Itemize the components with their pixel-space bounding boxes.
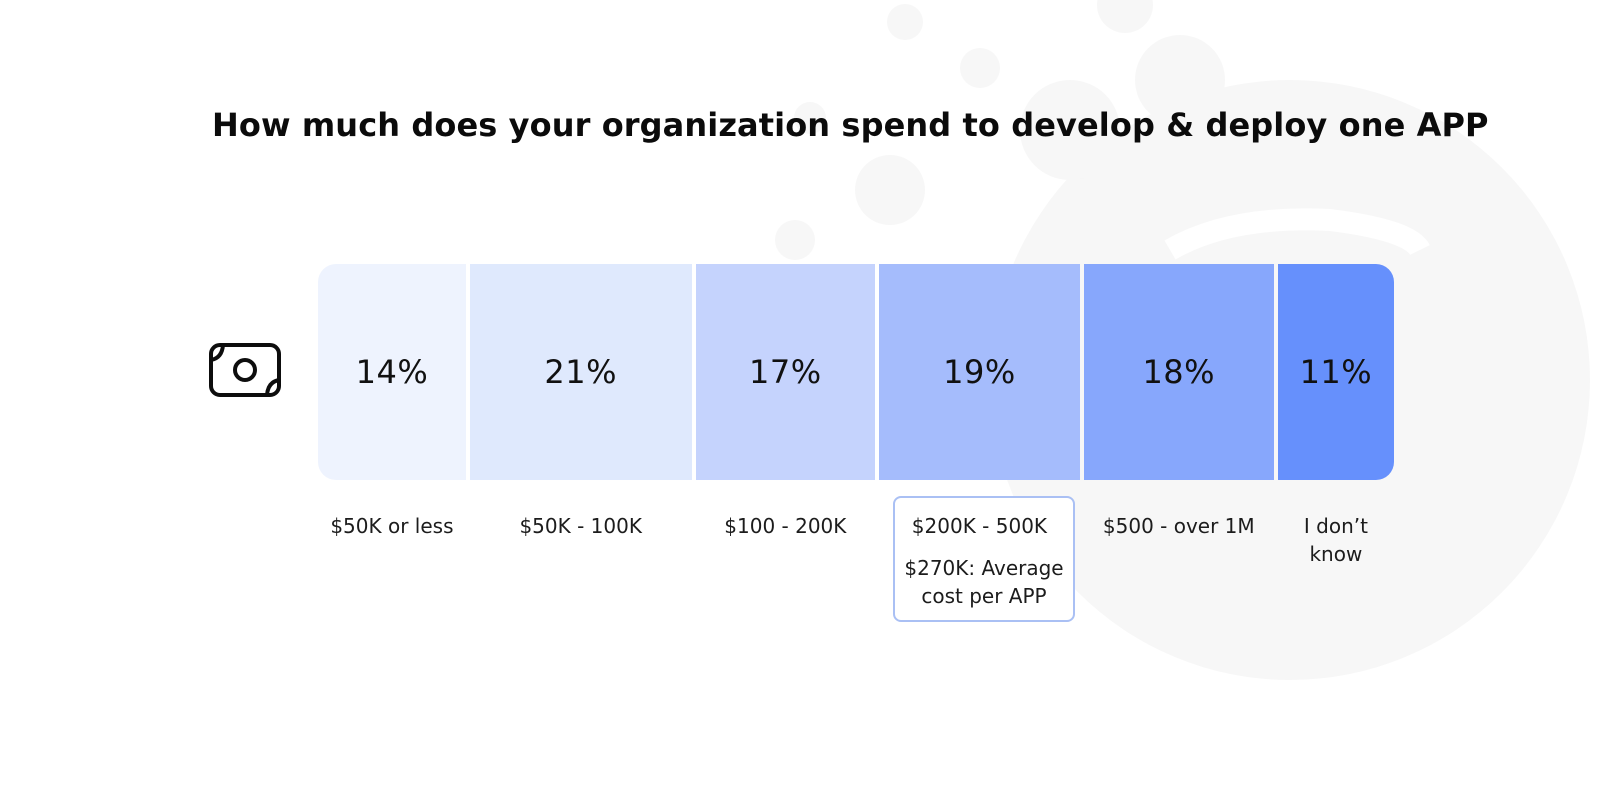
- category-label: $100 - 200K: [724, 514, 847, 538]
- bar-segment: 21%: [469, 264, 692, 480]
- bar-segment: 17%: [695, 264, 876, 480]
- bar-segment: 18%: [1083, 264, 1274, 480]
- bar-segment: 19%: [879, 264, 1080, 480]
- category-label: I don’t know: [1303, 514, 1368, 566]
- bar-segment: 14%: [318, 264, 466, 480]
- category-label: $50K or less: [330, 514, 454, 538]
- category-label: $50K - 100K: [519, 514, 642, 538]
- category-label: $500 - over 1M: [1102, 514, 1255, 538]
- average-cost-highlight: [893, 496, 1075, 622]
- average-cost-annotation: $270K: Average cost per APP: [904, 556, 1064, 608]
- category-label: $200K - 500K: [911, 514, 1048, 538]
- money-bill-icon: [209, 343, 281, 397]
- chart-title: How much does your organization spend to…: [212, 106, 1489, 144]
- bar-segment: 11%: [1277, 264, 1394, 480]
- stacked-bar: 14% 21% 17% 19% 18% 11%: [318, 264, 1394, 480]
